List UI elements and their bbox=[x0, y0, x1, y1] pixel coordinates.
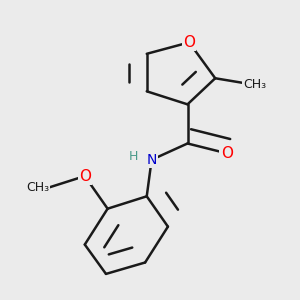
Text: O: O bbox=[183, 35, 195, 50]
Text: O: O bbox=[79, 169, 91, 184]
Text: H: H bbox=[129, 150, 138, 163]
Text: CH₃: CH₃ bbox=[26, 181, 49, 194]
Text: N: N bbox=[146, 153, 157, 167]
Text: CH₃: CH₃ bbox=[243, 78, 266, 91]
Text: O: O bbox=[220, 146, 232, 161]
